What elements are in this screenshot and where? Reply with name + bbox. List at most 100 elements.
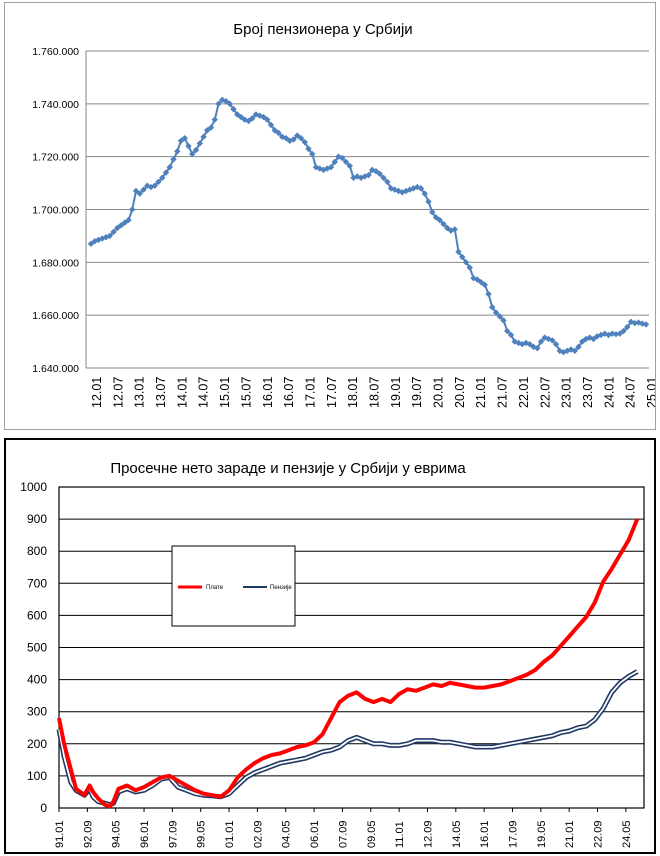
- data-point: [620, 327, 627, 335]
- data-point: [245, 117, 252, 125]
- x-tick-label: 21.01: [564, 820, 576, 848]
- x-tick-label: 18.07: [368, 377, 382, 408]
- data-point: [372, 167, 380, 175]
- data-point: [200, 133, 207, 141]
- y-tick-label: 0: [40, 801, 47, 815]
- x-tick-label: 19.05: [536, 820, 548, 848]
- x-tick-label: 13.07: [154, 377, 168, 408]
- data-point: [552, 341, 560, 348]
- data-point: [429, 208, 436, 216]
- data-point: [159, 174, 166, 181]
- data-point: [369, 166, 376, 174]
- data-point: [612, 330, 620, 338]
- x-tick-label: 22.07: [538, 377, 552, 408]
- x-tick-label: 18.01: [346, 377, 360, 408]
- x-tick-label: 14.05: [451, 820, 463, 848]
- data-point: [631, 319, 638, 327]
- data-point: [537, 338, 545, 345]
- y-tick-label: 1.660.000: [32, 310, 79, 322]
- y-tick-label: 200: [27, 737, 47, 751]
- y-tick-label: 800: [27, 544, 47, 558]
- data-point: [196, 140, 203, 147]
- x-tick-label: 25.01: [645, 377, 655, 408]
- y-tick-labels: 1.640.000 1.660.000 1.680.000 1.700.000 1.72…: [32, 46, 79, 375]
- x-tick-label: 12.01: [90, 377, 104, 408]
- data-point: [481, 281, 488, 288]
- chart-title: Просечне нето зараде и пензије у Србији …: [110, 460, 466, 477]
- wages-pensions-chart: Просечне нето зараде и пензије у Србији …: [20, 460, 645, 848]
- data-point: [301, 138, 308, 146]
- data-point: [466, 264, 473, 271]
- y-tick-label: 700: [27, 576, 47, 590]
- x-tick-label: 22.09: [593, 820, 605, 848]
- x-tick-label: 22.01: [517, 377, 531, 408]
- x-tick-label: 20.07: [453, 377, 467, 408]
- data-point: [166, 164, 173, 171]
- data-point: [504, 327, 511, 335]
- data-point: [252, 111, 260, 118]
- x-tick-label: 14.07: [197, 377, 211, 408]
- legend-label-pensions: Пензије: [270, 585, 292, 591]
- data-point: [297, 134, 305, 142]
- data-point: [241, 116, 248, 123]
- data-point: [500, 317, 507, 324]
- data-point: [170, 156, 177, 163]
- y-tick-labels: 0 100 200 300 400 500 600 700 800 900 1000: [20, 480, 47, 815]
- data-point: [425, 198, 432, 205]
- data-point: [312, 164, 320, 171]
- y-tick-label: 100: [27, 769, 47, 783]
- data-point: [391, 186, 398, 193]
- x-tick-label: 23.07: [581, 377, 595, 408]
- data-point: [451, 226, 458, 233]
- x-tick-label: 06.01: [309, 820, 321, 848]
- data-point: [151, 182, 158, 189]
- x-tick-label: 16.07: [282, 377, 296, 408]
- data-point: [342, 158, 350, 166]
- data-point: [376, 170, 383, 178]
- data-point: [327, 164, 335, 171]
- pensioners-chart: Број пензионера у Србији 1.640.000 1.660.…: [32, 21, 655, 408]
- x-tick-label: 14.01: [175, 377, 189, 408]
- data-point: [496, 313, 503, 320]
- data-point: [399, 189, 406, 196]
- x-tick-label: 17.01: [303, 377, 317, 408]
- data-point: [395, 187, 402, 195]
- x-tick-label: 92.09: [82, 820, 94, 848]
- y-tick-label: 400: [27, 673, 47, 687]
- data-point: [226, 100, 233, 108]
- data-point: [260, 113, 267, 121]
- x-tick-label: 24.07: [624, 377, 638, 408]
- data-point: [136, 190, 143, 197]
- data-point: [436, 216, 443, 224]
- data-point: [440, 220, 447, 228]
- x-tick-labels: 12.01 12.07 13.01 13.07 14.01 14.07 15.01 15.07…: [90, 377, 655, 408]
- x-tick-label: 24.01: [602, 377, 616, 408]
- data-point: [421, 190, 428, 197]
- x-tick-label: 21.07: [496, 377, 510, 408]
- data-point: [485, 290, 492, 298]
- data-point: [492, 309, 500, 316]
- x-tick-label: 23.01: [560, 377, 574, 408]
- x-tick-label: 17.07: [325, 377, 339, 408]
- chart-title: Број пензионера у Србији: [233, 21, 412, 38]
- data-point: [387, 185, 395, 192]
- x-tick-label: 12.09: [422, 820, 434, 848]
- data-point: [110, 228, 117, 236]
- data-point: [459, 253, 466, 261]
- data-point: [219, 96, 226, 104]
- y-tick-label: 500: [27, 641, 47, 655]
- data-point: [290, 136, 297, 143]
- data-point: [249, 115, 256, 122]
- data-point: [462, 259, 470, 266]
- x-tick-label: 12.07: [111, 377, 125, 408]
- data-point: [417, 185, 425, 192]
- x-tick-label: 01.01: [224, 820, 236, 848]
- data-point: [132, 187, 140, 195]
- y-tick-label: 900: [27, 512, 47, 526]
- data-point: [331, 158, 338, 166]
- pensioners-series: [87, 96, 650, 356]
- data-point: [207, 124, 215, 131]
- x-tick-label: 97.09: [167, 820, 179, 848]
- data-point: [174, 148, 181, 155]
- data-point: [365, 171, 372, 179]
